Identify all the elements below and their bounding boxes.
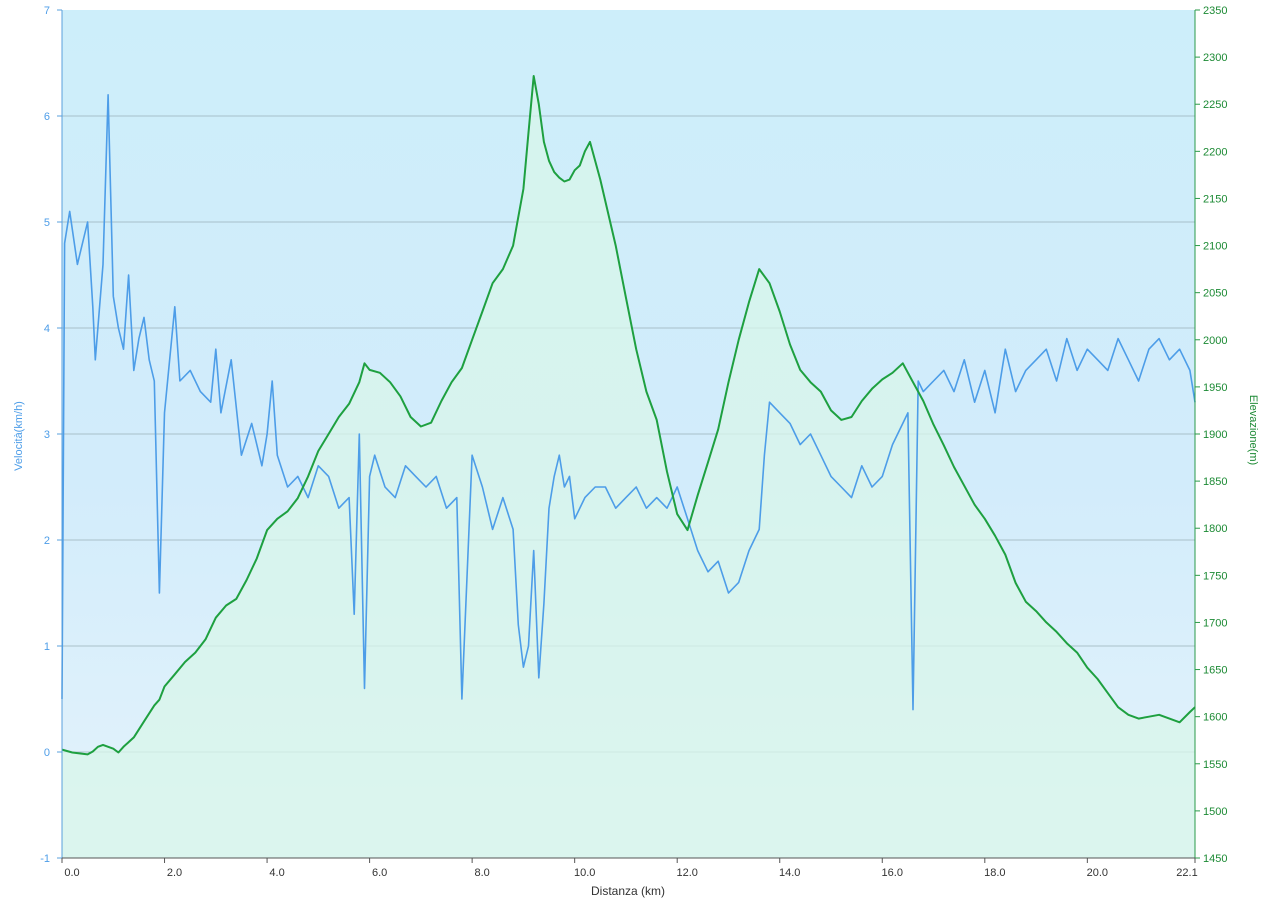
right-tick-label: 2300 — [1203, 52, 1227, 64]
right-tick-label: 1500 — [1203, 806, 1227, 818]
x-axis-ticks: 0.0 2.0 4.0 6.0 8.0 10.0 12.0 14.0 16.0 18.0 20.0 2… — [61, 858, 1198, 879]
right-tick-label: 2150 — [1203, 193, 1227, 205]
right-axis-ticks: 1450 1500 1550 1600 1650 1700 1750 1800 1850 1900… — [1195, 5, 1227, 865]
left-tick-label: 0 — [44, 747, 50, 759]
right-tick-label: 1550 — [1203, 759, 1227, 771]
x-tick-label: 8.0 — [474, 867, 489, 879]
right-tick-label: 2000 — [1203, 335, 1227, 347]
right-tick-label: 2200 — [1203, 146, 1227, 158]
left-tick-label: 1 — [44, 641, 50, 653]
elevation-line — [61, 75, 1196, 756]
x-tick-label: 18.0 — [984, 867, 1005, 879]
x-tick-label: 16.0 — [882, 867, 903, 879]
left-tick-label: 4 — [44, 323, 50, 335]
right-tick-label: 1450 — [1203, 853, 1227, 865]
x-tick-label: 2.0 — [167, 867, 182, 879]
left-tick-label: 7 — [44, 5, 50, 17]
x-tick-label: 6.0 — [372, 867, 387, 879]
right-tick-label: 1750 — [1203, 570, 1227, 582]
left-tick-label: 5 — [44, 217, 50, 229]
left-axis-ticks: -1 0 1 2 3 4 5 6 7 — [40, 5, 62, 865]
right-tick-label: 1900 — [1203, 429, 1227, 441]
x-tick-label: 0.0 — [64, 867, 79, 879]
left-tick-label: 3 — [44, 429, 50, 441]
x-tick-label: 22.1 — [1176, 867, 1197, 879]
right-axis-label: Elevazione(m) — [1247, 395, 1259, 465]
x-tick-label: 10.0 — [574, 867, 595, 879]
speed-series — [61, 94, 1196, 711]
right-tick-label: 1600 — [1203, 712, 1227, 724]
elevation-series — [61, 75, 1196, 756]
right-tick-label: 1700 — [1203, 617, 1227, 629]
left-tick-label: -1 — [40, 853, 50, 865]
right-tick-label: 1850 — [1203, 476, 1227, 488]
right-tick-label: 1650 — [1203, 665, 1227, 677]
left-tick-label: 6 — [44, 111, 50, 123]
left-tick-label: 2 — [44, 535, 50, 547]
right-tick-label: 2050 — [1203, 288, 1227, 300]
x-tick-label: 4.0 — [269, 867, 284, 879]
left-axis-label: Velocità(km/h) — [13, 401, 25, 471]
right-tick-label: 2250 — [1203, 99, 1227, 111]
x-axis-label: Distanza (km) — [591, 884, 665, 898]
x-tick-label: 12.0 — [676, 867, 697, 879]
x-tick-label: 20.0 — [1087, 867, 1108, 879]
right-tick-label: 2350 — [1203, 5, 1227, 17]
right-tick-label: 1950 — [1203, 382, 1227, 394]
right-tick-label: 2100 — [1203, 241, 1227, 253]
x-tick-label: 14.0 — [779, 867, 800, 879]
speed-line — [61, 94, 1196, 711]
right-tick-label: 1800 — [1203, 523, 1227, 535]
